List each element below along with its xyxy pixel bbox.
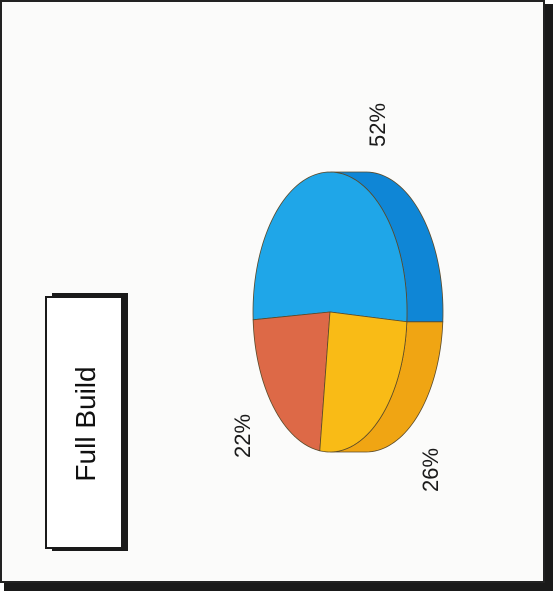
slice-52	[252, 171, 408, 323]
slice-label-26: 26%	[418, 448, 443, 492]
slice-26	[319, 311, 408, 453]
pie-group	[252, 171, 444, 453]
slice-label-22: 22%	[230, 414, 255, 458]
slice-label-52: 52%	[365, 103, 390, 147]
chart-title: Full Build	[70, 366, 101, 481]
title-box: Full Build	[45, 293, 128, 551]
slice-22	[252, 311, 331, 452]
title-box-border	[45, 296, 123, 549]
